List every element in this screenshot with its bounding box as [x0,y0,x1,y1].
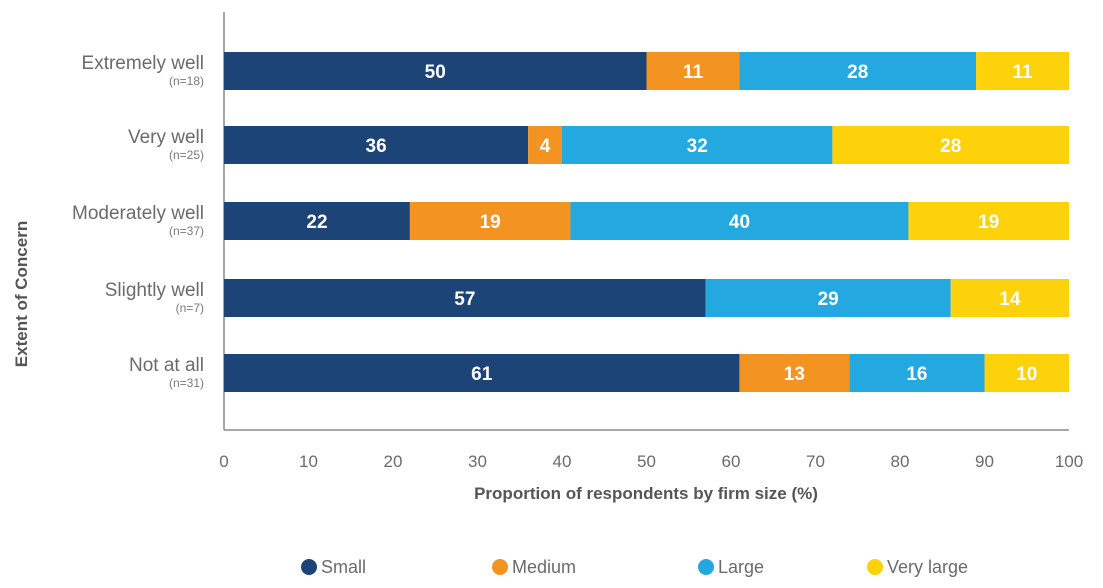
bar-segment [950,279,1069,317]
bar-segment [739,354,850,392]
bar-value-label: 10 [1016,364,1037,385]
x-tick-label: 30 [468,452,487,471]
category-n-label: (n=18) [169,74,204,88]
x-tick-label: 90 [975,452,994,471]
bar-segment [705,279,951,317]
x-tick-label: 10 [299,452,318,471]
legend-item: Medium [492,557,576,577]
legend-label: Medium [512,557,576,577]
legend-marker-icon [301,559,317,575]
bar-value-label: 57 [454,289,475,310]
bar-segment [528,126,562,164]
category-n-label: (n=25) [169,148,204,162]
bar-segment [224,354,740,392]
y-axis-title: Extent of Concern [12,221,31,367]
bar-value-label: 14 [999,289,1021,310]
category-label: Not at all [129,355,204,376]
bar-value-label: 36 [366,136,387,157]
category-n-label: (n=31) [169,376,204,390]
bar-value-label: 19 [978,212,999,233]
legend-item: Large [698,557,764,577]
category-n-label: (n=7) [176,301,204,315]
x-tick-label: 40 [553,452,572,471]
legend-label: Large [718,557,764,577]
x-tick-label: 70 [806,452,825,471]
legend-marker-icon [698,559,714,575]
bar-segment [224,279,706,317]
x-tick-label: 50 [637,452,656,471]
bar-value-label: 11 [1012,62,1033,83]
bar-segment [570,202,909,240]
bar-value-label: 13 [784,364,805,385]
bar-value-label: 50 [425,62,446,83]
legend-label: Small [321,557,366,577]
x-tick-label: 0 [219,452,228,471]
category-label: Very well [128,127,204,148]
category-n-label: (n=37) [169,224,204,238]
bar-segment [224,52,647,90]
x-tick-label: 100 [1055,452,1083,471]
bar-segment [562,126,833,164]
bar-segment [976,52,1069,90]
bar-value-label: 40 [729,212,750,233]
bar-segment [984,354,1069,392]
bar-value-label: 4 [540,136,551,157]
bar-segment [908,202,1069,240]
x-tick-label: 20 [384,452,403,471]
legend: Small Medium Large Very large [301,557,968,577]
category-label: Extremely well [82,53,204,74]
bar-value-label: 29 [818,289,839,310]
bar-value-label: 19 [480,212,501,233]
legend-item: Small [301,557,366,577]
bar-segment [224,202,410,240]
category-label: Slightly well [105,280,204,301]
bar-value-label: 11 [683,62,704,83]
bar-segment [849,354,985,392]
bar-segment [739,52,977,90]
bar-value-label: 61 [471,364,493,385]
legend-marker-icon [492,559,508,575]
x-tick-labels: 0 10 20 30 40 50 60 70 80 90 100 [219,452,1083,471]
bar-segment [409,202,571,240]
category-label: Moderately well [72,203,204,224]
x-axis-title: Proportion of respondents by firm size (… [474,484,818,503]
legend-marker-icon [867,559,883,575]
bar-value-label: 22 [306,212,327,233]
legend-item: Very large [867,557,968,577]
bars: 50 11 28 11 36 4 32 28 22 19 40 19 57 29 14 61 13 16 10 [224,52,1069,392]
legend-label: Very large [887,557,968,577]
bar-segment [224,126,529,164]
bar-value-label: 32 [687,136,708,157]
bar-segment [832,126,1069,164]
x-tick-label: 60 [722,452,741,471]
category-labels: Extremely well(n=18) Very well(n=25) Moder… [72,53,204,390]
x-tick-label: 80 [891,452,910,471]
bar-value-label: 16 [906,364,927,385]
bar-value-label: 28 [847,62,868,83]
bar-segment [646,52,740,90]
bar-value-label: 28 [940,136,961,157]
